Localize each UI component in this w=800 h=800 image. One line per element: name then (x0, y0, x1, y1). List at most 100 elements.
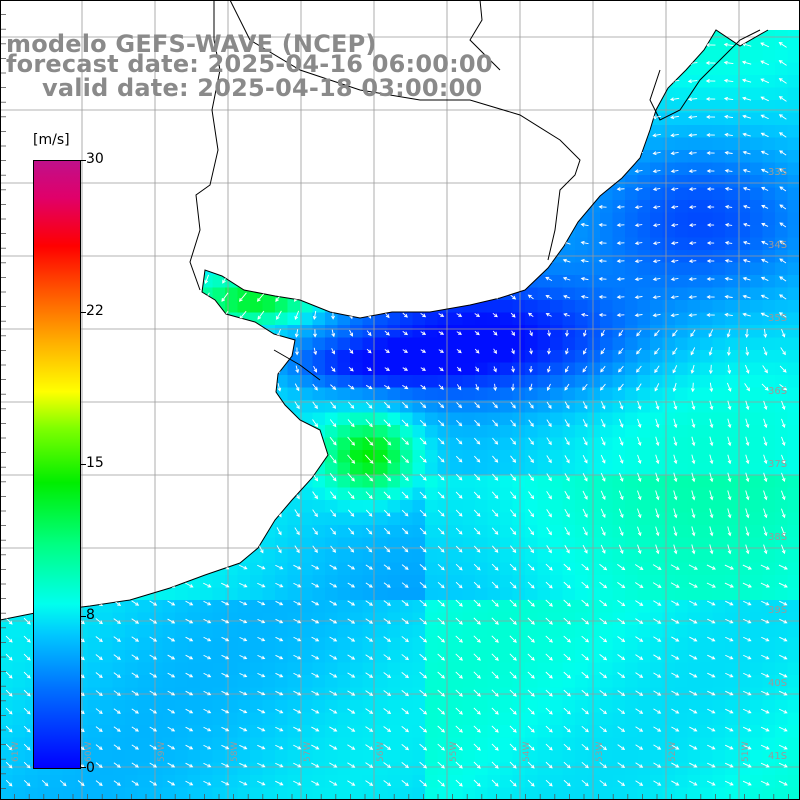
wind-speed-cell (300, 512, 314, 526)
wind-speed-cell (462, 562, 476, 576)
wind-speed-cell (525, 587, 539, 601)
wind-speed-cell (325, 312, 339, 326)
wind-speed-cell (575, 287, 589, 301)
wind-speed-cell (750, 425, 764, 439)
wind-speed-cell (487, 475, 501, 489)
wind-speed-cell (462, 537, 476, 551)
wind-speed-cell (375, 575, 389, 589)
wind-speed-cell (275, 525, 289, 539)
wind-speed-cell (787, 87, 800, 101)
wind-speed-cell (587, 712, 601, 726)
wind-speed-cell (637, 262, 651, 276)
wind-speed-cell (450, 312, 464, 326)
wind-speed-cell (312, 637, 326, 651)
wind-speed-cell (537, 437, 551, 451)
wind-speed-cell (787, 562, 800, 576)
wind-speed-cell (175, 787, 189, 800)
wind-speed-cell (712, 125, 726, 139)
wind-speed-cell (125, 750, 139, 764)
wind-speed-cell (462, 637, 476, 651)
wind-speed-cell (550, 500, 564, 514)
wind-speed-cell (725, 50, 739, 64)
wind-speed-cell (787, 550, 800, 564)
wind-speed-cell (425, 650, 439, 664)
wind-speed-cell (625, 200, 639, 214)
wind-speed-cell (125, 650, 139, 664)
wind-speed-cell (425, 350, 439, 364)
wind-speed-cell (475, 362, 489, 376)
wind-speed-cell (550, 512, 564, 526)
wind-speed-cell (675, 325, 689, 339)
wind-speed-cell (450, 537, 464, 551)
wind-speed-cell (375, 450, 389, 464)
wind-speed-cell (625, 737, 639, 751)
wind-speed-cell (662, 312, 676, 326)
wind-speed-cell (525, 325, 539, 339)
wind-speed-cell (650, 200, 664, 214)
wind-speed-cell (437, 587, 451, 601)
wind-speed-cell (412, 425, 426, 439)
wind-speed-cell (337, 337, 351, 351)
wind-speed-cell (350, 787, 364, 800)
wind-speed-cell (487, 375, 501, 389)
wind-speed-cell (425, 400, 439, 414)
wind-speed-cell (650, 387, 664, 401)
wind-speed-cell (300, 587, 314, 601)
wind-speed-cell (300, 775, 314, 789)
wind-speed-cell (637, 775, 651, 789)
wind-speed-cell (537, 750, 551, 764)
wind-speed-cell (737, 387, 751, 401)
wind-speed-cell (512, 300, 526, 314)
wind-speed-cell (562, 387, 576, 401)
wind-speed-cell (387, 500, 401, 514)
wind-speed-cell (350, 387, 364, 401)
wind-speed-cell (475, 725, 489, 739)
wind-speed-cell (775, 437, 789, 451)
wind-speed-cell (725, 300, 739, 314)
wind-speed-cell (325, 587, 339, 601)
wind-speed-cell (712, 62, 726, 76)
wind-speed-cell (775, 225, 789, 239)
wind-speed-cell (712, 762, 726, 776)
wind-speed-cell (787, 737, 800, 751)
wind-speed-cell (787, 437, 800, 451)
wind-speed-cell (787, 700, 800, 714)
wind-speed-cell (612, 437, 626, 451)
wind-speed-cell (750, 625, 764, 639)
wind-speed-cell (100, 637, 114, 651)
wind-speed-cell (662, 662, 676, 676)
wind-speed-cell (550, 275, 564, 289)
wind-speed-cell (112, 712, 126, 726)
wind-speed-cell (250, 675, 264, 689)
wind-speed-cell (525, 350, 539, 364)
wind-speed-cell (775, 512, 789, 526)
wind-speed-cell (737, 175, 751, 189)
wind-speed-cell (512, 537, 526, 551)
wind-speed-cell (787, 512, 800, 526)
wind-speed-cell (250, 787, 264, 800)
wind-speed-cell (700, 400, 714, 414)
wind-speed-cell (500, 462, 514, 476)
wind-speed-cell (462, 425, 476, 439)
wind-speed-cell (587, 537, 601, 551)
wind-speed-cell (500, 650, 514, 664)
wind-speed-cell (750, 387, 764, 401)
wind-speed-cell (675, 462, 689, 476)
wind-speed-cell (587, 412, 601, 426)
wind-speed-cell (675, 225, 689, 239)
wind-speed-cell (575, 250, 589, 264)
wind-speed-cell (312, 575, 326, 589)
wind-speed-cell (175, 700, 189, 714)
wind-speed-cell (650, 137, 664, 151)
wind-speed-cell (612, 787, 626, 800)
wind-speed-cell (375, 637, 389, 651)
wind-speed-cell (725, 187, 739, 201)
wind-speed-cell (625, 600, 639, 614)
wind-speed-cell (450, 500, 464, 514)
wind-speed-cell (525, 600, 539, 614)
wind-speed-cell (150, 637, 164, 651)
wind-speed-cell (675, 725, 689, 739)
wind-speed-cell (687, 187, 701, 201)
wind-speed-cell (350, 337, 364, 351)
wind-speed-cell (475, 400, 489, 414)
